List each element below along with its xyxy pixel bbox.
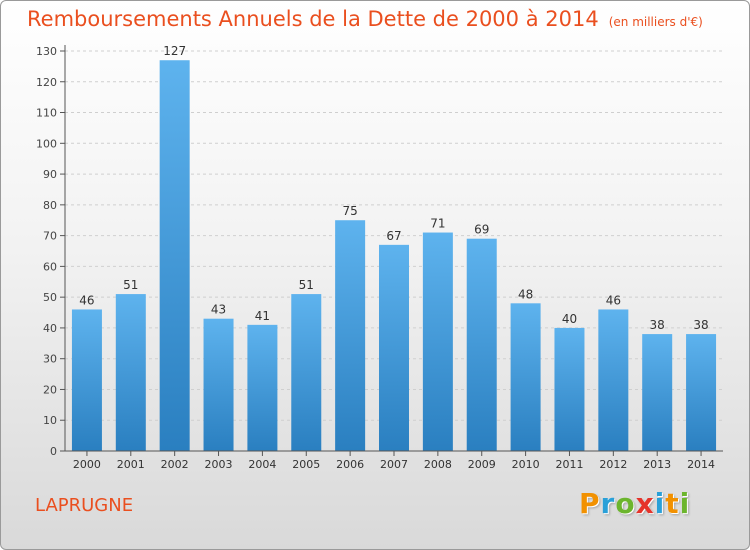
x-tick-label: 2006 — [336, 458, 364, 471]
proxiti-logo: Proxiti — [579, 487, 690, 520]
bar-value-label: 43 — [211, 303, 226, 317]
bar-value-label: 40 — [562, 312, 577, 326]
logo-letter: i — [654, 487, 666, 520]
chart-subtitle: (en milliers d'€) — [608, 15, 703, 29]
labels: 0 10 20 30 40 50 60 70 80 90 100 110 120 130 46 2000 51 2… — [36, 44, 715, 471]
x-tick-label: 2005 — [292, 458, 320, 471]
y-tick-label: 20 — [43, 383, 57, 396]
x-tick-label: 2007 — [380, 458, 408, 471]
x-tick-label: 2009 — [468, 458, 496, 471]
y-tick-label: 100 — [36, 137, 57, 150]
bar — [335, 220, 366, 451]
bar — [71, 309, 102, 451]
logo-letter: x — [635, 487, 655, 520]
y-tick-label: 110 — [36, 107, 57, 120]
bar-value-label: 38 — [650, 318, 665, 332]
bar — [247, 324, 278, 451]
logo-letter: o — [615, 487, 636, 520]
x-tick-label: 2003 — [205, 458, 233, 471]
x-tick-label: 2013 — [643, 458, 671, 471]
bar — [379, 244, 409, 451]
bar-value-label: 71 — [430, 217, 445, 231]
bar-value-label: 41 — [255, 309, 270, 323]
y-tick-label: 40 — [43, 322, 57, 335]
bar-value-label: 67 — [386, 229, 401, 243]
bar-value-label: 75 — [342, 204, 357, 218]
y-tick-label: 80 — [43, 199, 57, 212]
bars — [71, 60, 717, 451]
chart-title-text: Remboursements Annuels de la Dette de 20… — [27, 7, 599, 31]
bar-value-label: 51 — [299, 278, 314, 292]
bar-value-label: 46 — [79, 293, 94, 307]
x-tick-label: 2001 — [117, 458, 145, 471]
bar — [291, 294, 322, 451]
bar-value-label: 38 — [693, 318, 708, 332]
x-tick-label: 2012 — [599, 458, 627, 471]
y-tick-label: 130 — [36, 45, 57, 58]
x-tick-label: 2002 — [161, 458, 189, 471]
y-tick-label: 30 — [43, 353, 57, 366]
x-tick-label: 2011 — [555, 458, 583, 471]
y-tick-label: 60 — [43, 260, 57, 273]
bar — [686, 334, 717, 451]
bar-value-label: 127 — [163, 44, 186, 58]
y-tick-label: 120 — [36, 76, 57, 89]
y-tick-label: 0 — [50, 445, 57, 458]
bar — [422, 232, 453, 451]
logo-letter: i — [679, 487, 691, 520]
x-tick-label: 2014 — [687, 458, 715, 471]
logo-letter: P — [579, 487, 601, 520]
x-tick-label: 2008 — [424, 458, 452, 471]
y-tick-label: 50 — [43, 291, 57, 304]
chart-title: Remboursements Annuels de la Dette de 20… — [27, 7, 703, 31]
bar — [510, 303, 541, 451]
logo-letter: t — [665, 487, 680, 520]
bar-value-label: 51 — [123, 278, 138, 292]
axes — [60, 45, 723, 456]
y-tick-label: 90 — [43, 168, 57, 181]
bar — [554, 327, 585, 451]
bar-value-label: 69 — [474, 223, 489, 237]
location-label: LAPRUGNE — [35, 495, 134, 516]
bar-value-label: 46 — [606, 293, 621, 307]
bar — [203, 318, 234, 451]
x-tick-label: 2004 — [248, 458, 276, 471]
bar — [466, 238, 497, 451]
bar-value-label: 48 — [518, 287, 533, 301]
x-tick-label: 2010 — [512, 458, 540, 471]
bar — [115, 294, 146, 451]
x-tick-label: 2000 — [73, 458, 101, 471]
y-tick-label: 70 — [43, 230, 57, 243]
y-tick-label: 10 — [43, 414, 57, 427]
bar — [598, 309, 629, 451]
bar — [642, 334, 673, 451]
logo-letter: r — [600, 487, 616, 520]
bar — [159, 60, 190, 451]
